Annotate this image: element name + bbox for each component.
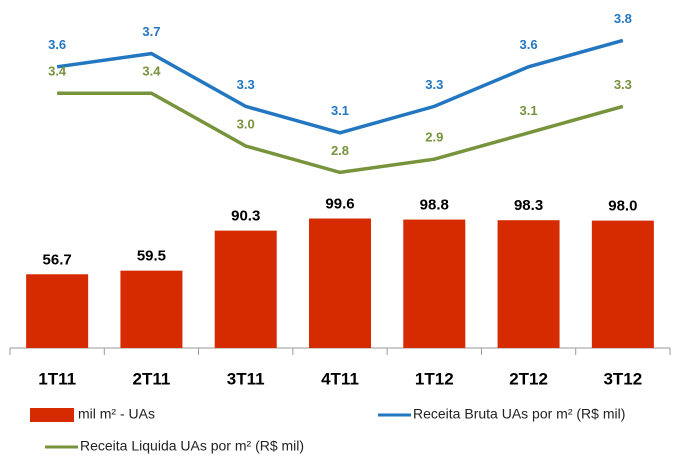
x-tick-label: 2T12	[509, 369, 548, 388]
bar-label: 98.3	[514, 197, 543, 214]
line-label: 3.1	[520, 103, 538, 118]
line-label: 3.3	[614, 77, 632, 92]
bar	[591, 220, 654, 348]
legend-swatch	[30, 408, 74, 422]
line-label: 3.8	[614, 11, 632, 26]
line	[56, 38, 624, 135]
x-tick-label: 1T12	[415, 369, 454, 388]
line-label: 3.1	[331, 103, 349, 118]
bar	[497, 220, 560, 348]
bar	[120, 270, 183, 348]
bar	[26, 274, 89, 348]
line-label: 3.4	[48, 64, 67, 79]
x-tick-label: 3T12	[603, 369, 642, 388]
legend-label: Receita Liquida UAs por m² (R$ mil)	[80, 438, 304, 454]
bar-label: 98.8	[420, 197, 449, 214]
line-label: 2.9	[425, 130, 443, 145]
x-tick-label: 4T11	[321, 369, 359, 388]
legend-label: Receita Bruta UAs por m² (R$ mil)	[413, 406, 625, 422]
line-label: 3.7	[142, 24, 160, 39]
bar-label: 98.0	[608, 198, 637, 215]
bar-label: 90.3	[231, 208, 260, 225]
x-tick-label: 3T11	[227, 369, 265, 388]
line-label: 3.4	[142, 64, 161, 79]
x-tick-label: 2T11	[133, 369, 171, 388]
line-label: 3.6	[48, 37, 66, 52]
line-label: 3.0	[237, 116, 255, 131]
legend-label: mil m² - UAs	[78, 406, 155, 422]
bar-label: 99.6	[325, 195, 354, 212]
line	[57, 91, 624, 175]
bar	[214, 230, 277, 348]
bar-label: 56.7	[43, 251, 72, 268]
bar	[403, 219, 466, 348]
line-label: 2.8	[331, 143, 349, 158]
bar-label: 59.5	[137, 248, 166, 265]
bar	[309, 218, 371, 348]
x-tick-label: 1T11	[38, 369, 76, 388]
line-label: 3.6	[520, 37, 538, 52]
line-label: 3.3	[425, 77, 443, 92]
line-label: 3.3	[237, 77, 255, 92]
